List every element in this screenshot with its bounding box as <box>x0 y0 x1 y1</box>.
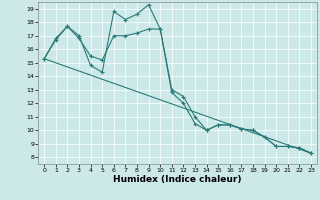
X-axis label: Humidex (Indice chaleur): Humidex (Indice chaleur) <box>113 175 242 184</box>
